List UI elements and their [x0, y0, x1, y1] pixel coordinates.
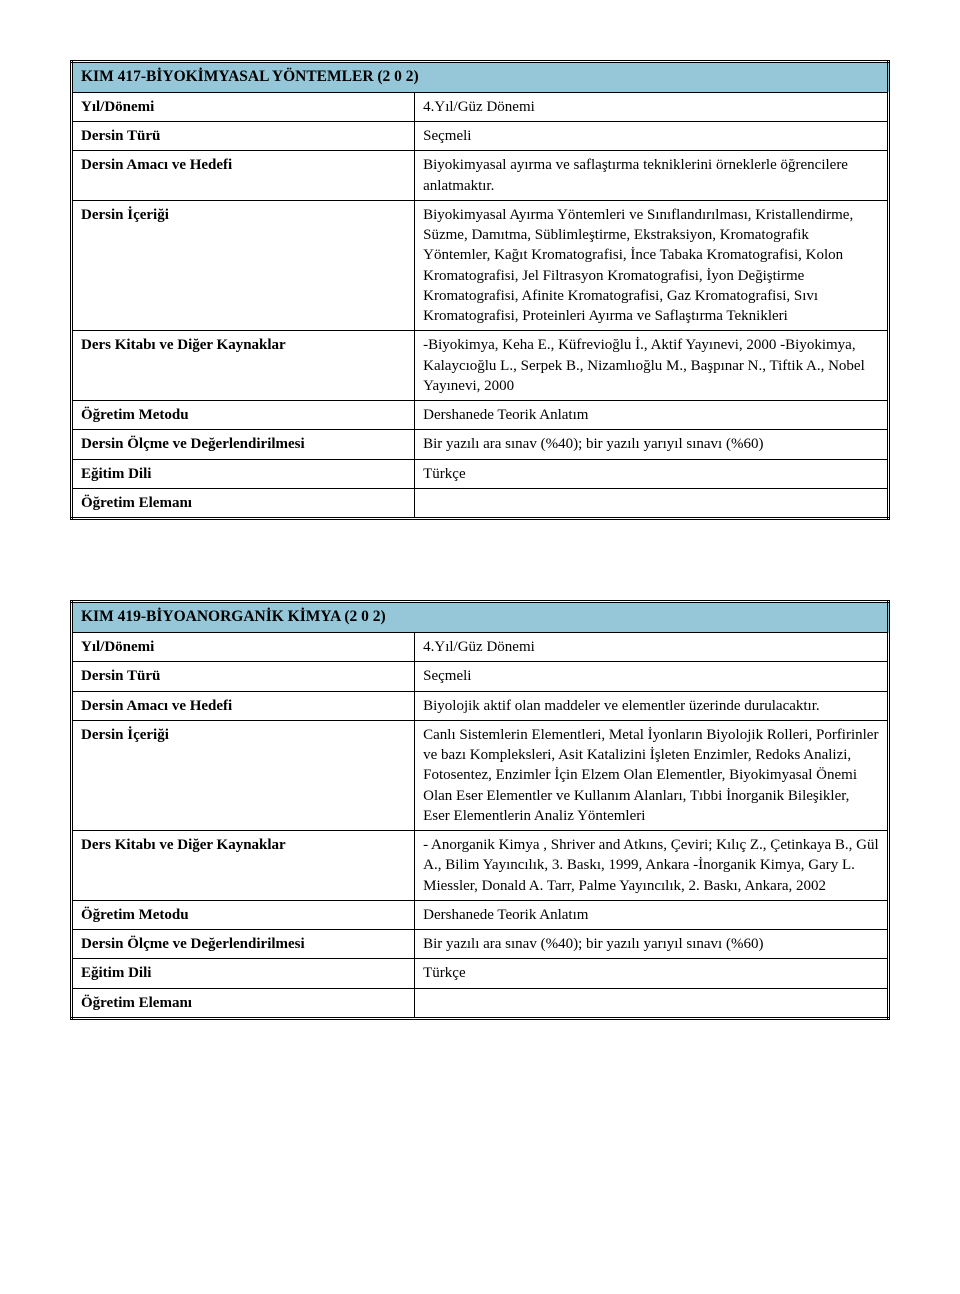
- value-assessment: Bir yazılı ara sınav (%40); bir yazılı y…: [415, 930, 889, 959]
- label-instructor: Öğretim Elemanı: [72, 988, 415, 1018]
- value-content: Canlı Sistemlerin Elementleri, Metal İyo…: [415, 720, 889, 830]
- label-content: Dersin İçeriği: [72, 720, 415, 830]
- value-language: Türkçe: [415, 459, 889, 488]
- label-year-term: Yıl/Dönemi: [72, 92, 415, 121]
- course-table-1: KIM 417-BİYOKİMYASAL YÖNTEMLER (2 0 2) Y…: [70, 60, 890, 520]
- course-table-2: KIM 419-BİYOANORGANİK KİMYA (2 0 2) Yıl/…: [70, 600, 890, 1020]
- value-aim: Biyokimyasal ayırma ve saflaştırma tekni…: [415, 151, 889, 201]
- label-aim: Dersin Amacı ve Hedefi: [72, 151, 415, 201]
- label-content: Dersin İçeriği: [72, 200, 415, 331]
- course-title: KIM 417-BİYOKİMYASAL YÖNTEMLER (2 0 2): [72, 62, 889, 93]
- value-year-term: 4.Yıl/Güz Dönemi: [415, 633, 889, 662]
- label-course-type: Dersin Türü: [72, 662, 415, 691]
- label-assessment: Dersin Ölçme ve Değerlendirilmesi: [72, 930, 415, 959]
- value-instructor: [415, 488, 889, 518]
- label-instructor: Öğretim Elemanı: [72, 488, 415, 518]
- value-method: Dershanede Teorik Anlatım: [415, 900, 889, 929]
- label-assessment: Dersin Ölçme ve Değerlendirilmesi: [72, 430, 415, 459]
- label-textbook: Ders Kitabı ve Diğer Kaynaklar: [72, 331, 415, 401]
- value-textbook: -Biyokimya, Keha E., Küfrevioğlu İ., Akt…: [415, 331, 889, 401]
- label-aim: Dersin Amacı ve Hedefi: [72, 691, 415, 720]
- value-textbook: - Anorganik Kimya , Shriver and Atkıns, …: [415, 831, 889, 901]
- label-textbook: Ders Kitabı ve Diğer Kaynaklar: [72, 831, 415, 901]
- label-language: Eğitim Dili: [72, 459, 415, 488]
- value-course-type: Seçmeli: [415, 122, 889, 151]
- label-course-type: Dersin Türü: [72, 122, 415, 151]
- value-method: Dershanede Teorik Anlatım: [415, 401, 889, 430]
- label-language: Eğitim Dili: [72, 959, 415, 988]
- label-year-term: Yıl/Dönemi: [72, 633, 415, 662]
- value-instructor: [415, 988, 889, 1018]
- value-language: Türkçe: [415, 959, 889, 988]
- label-method: Öğretim Metodu: [72, 900, 415, 929]
- value-content: Biyokimyasal Ayırma Yöntemleri ve Sınıfl…: [415, 200, 889, 331]
- value-year-term: 4.Yıl/Güz Dönemi: [415, 92, 889, 121]
- value-aim: Biyolojik aktif olan maddeler ve element…: [415, 691, 889, 720]
- label-method: Öğretim Metodu: [72, 401, 415, 430]
- course-title: KIM 419-BİYOANORGANİK KİMYA (2 0 2): [72, 602, 889, 633]
- value-assessment: Bir yazılı ara sınav (%40); bir yazılı y…: [415, 430, 889, 459]
- value-course-type: Seçmeli: [415, 662, 889, 691]
